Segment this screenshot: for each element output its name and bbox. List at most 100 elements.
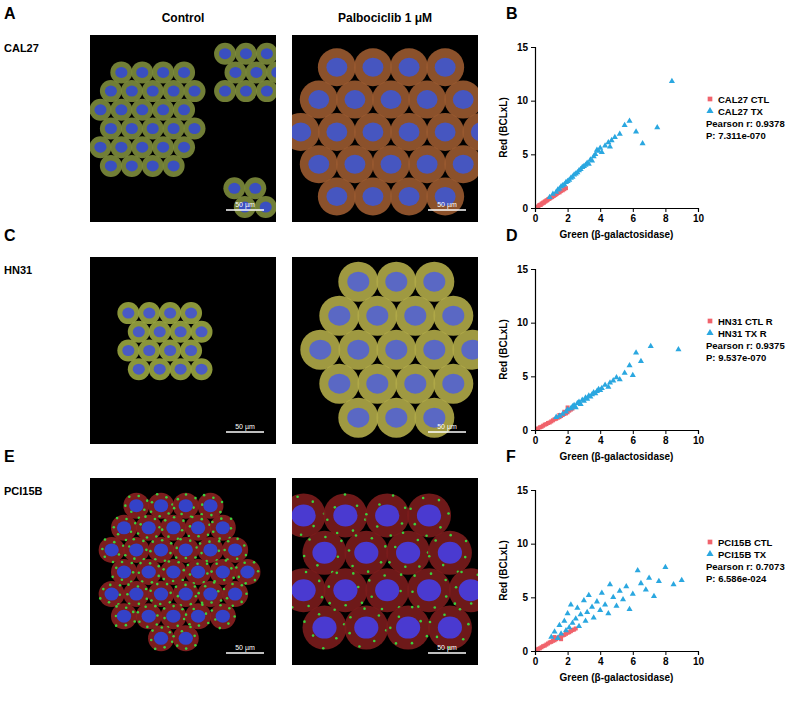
point bbox=[561, 617, 567, 622]
speckle bbox=[187, 564, 190, 567]
legend-label: PCI15B CTL bbox=[718, 537, 773, 548]
speckle bbox=[181, 608, 184, 611]
nucleus bbox=[328, 306, 350, 326]
column-title: Control bbox=[162, 11, 205, 25]
speckle bbox=[118, 553, 121, 556]
speckle bbox=[201, 603, 204, 606]
cytoplasm bbox=[148, 493, 174, 519]
speckle bbox=[231, 605, 234, 608]
speckle bbox=[243, 561, 246, 564]
speckle bbox=[225, 559, 228, 562]
cytoplasm bbox=[376, 262, 416, 302]
speckle bbox=[181, 529, 184, 532]
nucleus bbox=[381, 155, 402, 174]
point bbox=[586, 592, 592, 597]
speckle bbox=[189, 626, 192, 629]
nucleus bbox=[147, 160, 159, 171]
x-tick: 0 bbox=[533, 651, 539, 667]
cytoplasm bbox=[354, 48, 392, 86]
speckle bbox=[119, 584, 122, 587]
speckle bbox=[409, 507, 412, 510]
speckle bbox=[228, 607, 231, 610]
speckle bbox=[160, 626, 163, 629]
legend-symbol bbox=[706, 107, 713, 113]
speckle bbox=[357, 586, 360, 589]
speckle bbox=[138, 603, 141, 606]
nucleus bbox=[168, 123, 180, 134]
cytoplasm bbox=[244, 177, 266, 199]
nucleus bbox=[178, 67, 190, 78]
speckle bbox=[381, 608, 384, 611]
speckle bbox=[150, 510, 153, 513]
speckle bbox=[180, 513, 183, 516]
points bbox=[535, 78, 675, 208]
speckle bbox=[115, 624, 118, 627]
speckle bbox=[430, 572, 433, 575]
speckle bbox=[223, 588, 226, 591]
x-tick-label: 10 bbox=[693, 213, 705, 224]
speckle bbox=[422, 497, 425, 500]
x-tick: 4 bbox=[598, 651, 604, 667]
nucleus bbox=[168, 160, 180, 171]
speckle bbox=[454, 602, 457, 605]
point bbox=[627, 362, 633, 367]
cytoplasm bbox=[414, 330, 454, 370]
nucleus bbox=[261, 48, 273, 59]
speckle bbox=[150, 599, 153, 602]
row-label: CAL27 bbox=[4, 42, 39, 54]
speckle bbox=[361, 602, 364, 605]
point bbox=[630, 591, 636, 596]
x-tick-label: 4 bbox=[598, 656, 604, 667]
point bbox=[640, 140, 646, 145]
cytoplasm bbox=[136, 559, 162, 585]
nucleus bbox=[129, 543, 143, 556]
cytoplasm bbox=[222, 537, 248, 563]
x-tick: 0 bbox=[533, 430, 539, 446]
y-tick: 15 bbox=[517, 485, 535, 496]
speckle bbox=[188, 535, 191, 538]
speckle bbox=[109, 584, 112, 587]
y-tick-label: 0 bbox=[522, 425, 528, 436]
speckle bbox=[192, 608, 195, 611]
nucleus bbox=[333, 504, 357, 526]
speckle bbox=[99, 597, 102, 600]
y-tick-mark bbox=[531, 323, 535, 324]
nucleus bbox=[179, 632, 193, 645]
point bbox=[574, 605, 580, 610]
cytoplasm bbox=[266, 61, 276, 83]
point bbox=[633, 349, 639, 354]
cells bbox=[292, 48, 478, 215]
nucleus bbox=[461, 340, 478, 360]
nucleus bbox=[115, 104, 127, 115]
nucleus bbox=[143, 345, 155, 356]
speckle bbox=[156, 583, 159, 586]
speckle bbox=[243, 544, 246, 547]
cytoplasm bbox=[408, 81, 446, 119]
legend: HN31 CTL RHN31 TX RPearson r: 0.9375P: 9… bbox=[706, 316, 785, 363]
nucleus bbox=[417, 579, 441, 601]
cytoplasm bbox=[300, 81, 338, 119]
speckle bbox=[380, 561, 383, 564]
nucleus bbox=[366, 374, 388, 394]
cytoplasm bbox=[365, 493, 409, 537]
nucleus bbox=[216, 610, 230, 623]
y-tick: 5 bbox=[522, 371, 535, 382]
speckle bbox=[335, 637, 338, 640]
cytoplasm bbox=[184, 80, 206, 102]
annotation: P: 6.586e-024 bbox=[706, 573, 767, 584]
nucleus bbox=[133, 364, 145, 375]
image-background bbox=[292, 35, 478, 222]
image-background bbox=[90, 257, 276, 444]
x-tick-label: 0 bbox=[533, 213, 539, 224]
nucleus bbox=[142, 566, 156, 579]
speckle bbox=[223, 549, 226, 552]
cytoplasm bbox=[149, 321, 171, 343]
speckle bbox=[401, 522, 404, 525]
nucleus bbox=[423, 340, 445, 360]
cytoplasm bbox=[338, 262, 378, 302]
speckle bbox=[113, 541, 116, 544]
cytoplasm bbox=[344, 606, 388, 650]
nucleus bbox=[179, 543, 193, 556]
cytoplasm bbox=[344, 531, 388, 575]
speckle bbox=[312, 525, 315, 528]
